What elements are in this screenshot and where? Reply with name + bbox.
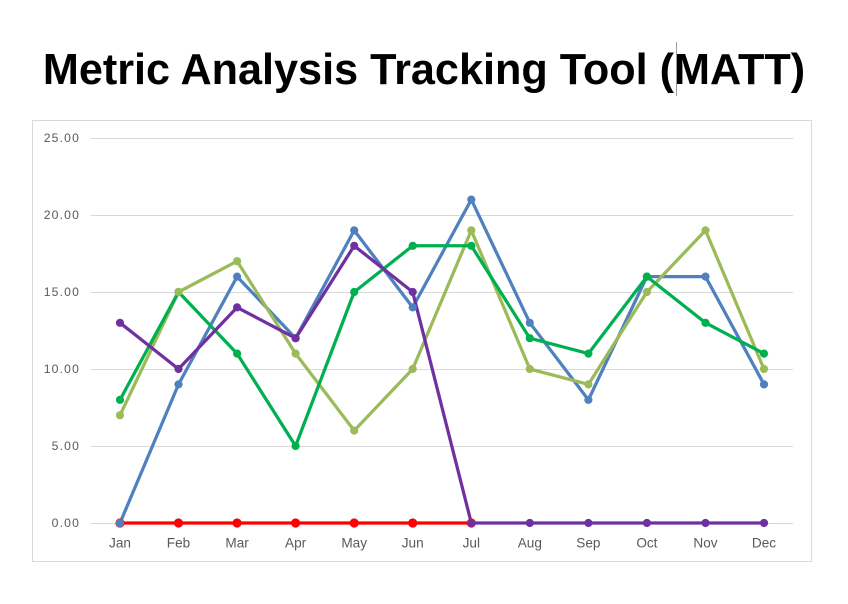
- svg-text:Jul: Jul: [463, 536, 480, 551]
- svg-text:Jan: Jan: [109, 536, 131, 551]
- svg-text:Apr: Apr: [285, 536, 307, 551]
- svg-text:Sep: Sep: [576, 536, 600, 551]
- svg-text:5.00: 5.00: [52, 439, 80, 453]
- svg-text:Mar: Mar: [225, 536, 249, 551]
- svg-text:Aug: Aug: [518, 536, 542, 551]
- svg-text:0.00: 0.00: [52, 516, 80, 530]
- svg-text:Feb: Feb: [167, 536, 190, 551]
- svg-text:Dec: Dec: [752, 536, 776, 551]
- svg-text:Nov: Nov: [693, 536, 717, 551]
- svg-text:May: May: [341, 536, 367, 551]
- svg-text:Jun: Jun: [402, 536, 424, 551]
- svg-text:Oct: Oct: [636, 536, 657, 551]
- svg-text:10.00: 10.00: [44, 362, 80, 376]
- svg-text:25.00: 25.00: [44, 131, 80, 145]
- svg-text:15.00: 15.00: [44, 285, 80, 299]
- svg-text:20.00: 20.00: [44, 208, 80, 222]
